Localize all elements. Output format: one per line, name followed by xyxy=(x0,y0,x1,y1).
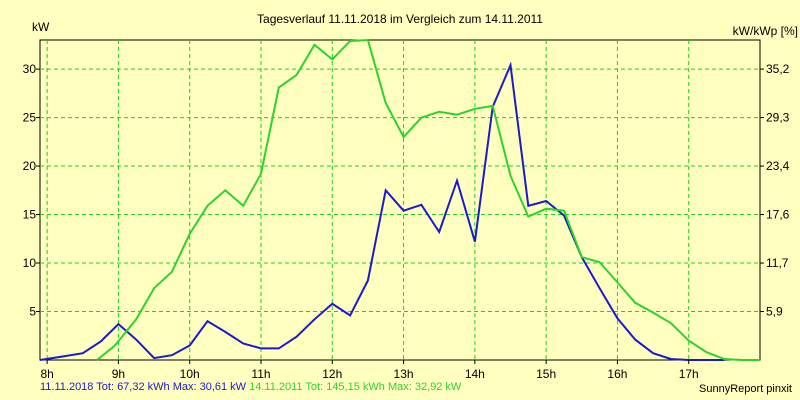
x-tick-label: 16h xyxy=(607,367,627,381)
x-tick-label: 10h xyxy=(180,367,200,381)
y-axis-right-label: kW/kWp [%] xyxy=(733,24,798,38)
y-tick-label-left: 20 xyxy=(23,159,37,173)
x-tick-label: 8h xyxy=(40,367,53,381)
y-tick-label-right: 17,6 xyxy=(766,208,790,222)
y-tick-label-left: 15 xyxy=(23,208,37,222)
x-tick-label: 9h xyxy=(112,367,125,381)
legend-series-2011: 14.11.2011 Tot: 145,15 kWh Max: 32,92 kW xyxy=(249,381,462,393)
series-line-2011 xyxy=(96,38,760,361)
y-tick-label-left: 25 xyxy=(23,111,37,125)
x-tick-label: 15h xyxy=(536,367,556,381)
y-tick-label-right: 5,9 xyxy=(766,305,783,319)
grid-lines xyxy=(40,40,760,360)
x-tick-label: 14h xyxy=(465,367,485,381)
chart-footer: 11.11.2018 Tot: 67,32 kWh Max: 30,61 kW … xyxy=(40,381,461,393)
legend-series-2018: 11.11.2018 Tot: 67,32 kWh Max: 30,61 kW xyxy=(40,381,247,393)
y-tick-label-right: 35,2 xyxy=(766,62,790,76)
y-axis-left-label: kW xyxy=(32,20,50,34)
x-tick-label: 12h xyxy=(322,367,342,381)
y-tick-label-right: 11,7 xyxy=(766,256,789,270)
chart-title: Tagesverlauf 11.11.2018 im Vergleich zum… xyxy=(257,12,543,26)
y-tick-label-left: 30 xyxy=(23,62,37,76)
data-series xyxy=(39,38,760,361)
axis-ticks: 8h 9h 10h 11h 12h 13h 14h 15h 16h 17h 5 5,9 10 11,7 15… xyxy=(23,62,790,381)
y-tick-label-left: 10 xyxy=(23,256,37,270)
y-tick-label-right: 29,3 xyxy=(766,111,790,125)
y-tick-label-right: 23,4 xyxy=(766,159,790,173)
plot-area xyxy=(39,39,761,361)
x-tick-label: 13h xyxy=(394,367,414,381)
credit-text: SunnyReport pinxit xyxy=(699,383,792,395)
y-tick-label-left: 5 xyxy=(29,305,36,319)
series-line-2018 xyxy=(39,61,725,361)
x-tick-label: 11h xyxy=(251,367,270,381)
x-tick-label: 17h xyxy=(679,367,699,381)
